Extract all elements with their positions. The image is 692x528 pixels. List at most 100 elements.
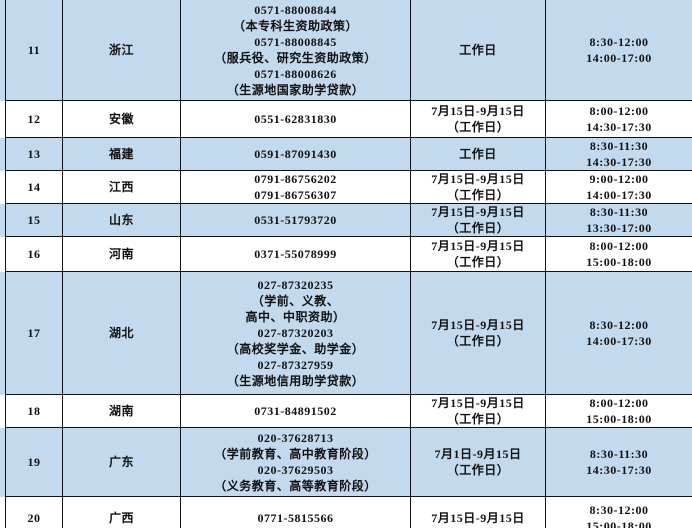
cell-text: 027-87320235 (257, 278, 334, 292)
table-cell: 8:30-12:00 15:00-18:00 (545, 497, 692, 528)
cell-text: 山东 (108, 213, 134, 227)
cell-text: 14:30-17:30 (586, 155, 652, 169)
cell-text: （学前教育、高中教育阶段） (214, 447, 377, 461)
cell-text: 14:30-17:30 (586, 120, 652, 134)
table-cell: 19 (5, 428, 62, 497)
cell-text: （工作日） (446, 334, 510, 348)
cell-text: 15:00-18:00 (586, 519, 652, 528)
table-cell: 7月15日-9月15日 （工作日） (410, 272, 545, 395)
cell-text: （高校奖学金、助学金） (226, 342, 365, 356)
table-cell: 7月15日-9月15日 （工作日） (410, 395, 545, 428)
cell-text: 广西 (108, 511, 134, 525)
cell-text: 安徽 (108, 112, 134, 126)
table-cell: 0551-62831830 (180, 101, 410, 138)
cell-text: 0591-87091430 (254, 147, 337, 161)
table-cell: 8:00-12:00 15:00-18:00 (545, 237, 692, 272)
cell-text: 7月15日-9月15日 (431, 205, 525, 219)
table-cell: 0731-84891502 (180, 395, 410, 428)
cell-text: 0571-88008845 (254, 35, 337, 49)
table-cell: 湖北 (62, 272, 180, 395)
cell-text: 湖南 (108, 404, 134, 418)
cell-text: 8:30-11:30 (589, 447, 649, 461)
cell-text: 7月1日-9月15日 (434, 447, 522, 461)
cell-text: 江西 (108, 180, 134, 194)
table-row: 11 浙江 0571-88008844 （本专科生资助政策） 0571-88008845… (0, 0, 692, 101)
cell-text: 0551-62831830 (254, 112, 337, 126)
cell-text: 13 (27, 147, 41, 161)
cell-text: 14 (27, 180, 41, 194)
cell-text: 20 (27, 511, 41, 525)
cell-text: 027-87320203 (257, 326, 334, 340)
cell-text: 8:30-11:30 (589, 205, 649, 219)
cell-text: 0791-86756307 (254, 188, 337, 202)
cell-text: 11 (27, 43, 41, 57)
table-cell: 17 (5, 272, 62, 395)
cell-text: 工作日 (459, 43, 497, 57)
cell-text: 湖北 (108, 326, 134, 340)
table-cell: 7月15日-9月15日 （工作日） (410, 204, 545, 237)
cell-text: 0571-88008626 (254, 67, 337, 81)
cell-text: 020-37628713 (257, 431, 334, 445)
cell-text: 7月15日-9月15日 (431, 104, 525, 118)
cell-text: 7月15日-9月15日 (431, 396, 525, 410)
cell-text: 浙江 (108, 43, 134, 57)
cell-text: 14:30-17:30 (586, 463, 652, 477)
cell-text: 7月15日-9月15日 (431, 511, 525, 525)
table-cell: 工作日 (410, 0, 545, 101)
cell-text: 工作日 (459, 147, 497, 161)
table-cell: 0531-51793720 (180, 204, 410, 237)
cell-text: 7月15日-9月15日 (431, 172, 525, 186)
cell-text: 8:30-12:00 (589, 318, 649, 332)
table-cell: 8:30-11:30 14:30-17:30 (545, 428, 692, 497)
table-cell: 13 (5, 138, 62, 171)
cell-text: 8:30-11:30 (589, 139, 649, 153)
cell-text: 15:00-18:00 (586, 412, 652, 426)
table-cell: 江西 (62, 171, 180, 204)
table-row: 20 广西 0771-5815566 7月15日-9月15日 8:30-12:00 15:… (0, 497, 692, 528)
table-cell: 7月15日-9月15日 （工作日） (410, 237, 545, 272)
cell-text: 14:00-17:00 (586, 51, 652, 65)
cell-text: 8:00-12:00 (589, 239, 649, 253)
table-cell: 8:00-12:00 15:00-18:00 (545, 395, 692, 428)
cell-text: 高中、中职资助） (245, 310, 346, 324)
cell-text: 15 (27, 213, 41, 227)
cell-text: （工作日） (446, 221, 510, 235)
cell-text: 0571-88008844 (254, 3, 337, 17)
table-cell: 安徽 (62, 101, 180, 138)
table-row: 13 福建 0591-87091430 工作日 8:30-11:30 14:30-17:3… (0, 138, 692, 171)
table-cell: 7月15日-9月15日 （工作日） (410, 171, 545, 204)
cell-text: 7月15日-9月15日 (431, 318, 525, 332)
table-cell: 0371-55078999 (180, 237, 410, 272)
cell-text: 13:30-17:00 (586, 221, 652, 235)
cell-text: 14:00-17:30 (586, 334, 652, 348)
table-cell: 0791-86756202 0791-86756307 (180, 171, 410, 204)
table-cell: 广东 (62, 428, 180, 497)
cell-text: 15:00-18:00 (586, 255, 652, 269)
cell-text: 17 (27, 326, 41, 340)
table-cell: 020-37628713 （学前教育、高中教育阶段） 020-37629503 （义务… (180, 428, 410, 497)
cell-text: 8:30-12:00 (589, 503, 649, 517)
cell-text: 14:00-17:30 (586, 188, 652, 202)
table-cell: 山东 (62, 204, 180, 237)
cell-text: （工作日） (446, 120, 510, 134)
table-cell: 027-87320235 （学前、义教、 高中、中职资助） 027-87320203 （… (180, 272, 410, 395)
table-cell: 0571-88008844 （本专科生资助政策） 0571-88008845 （服兵役… (180, 0, 410, 101)
cell-text: 0371-55078999 (254, 247, 337, 261)
cell-text: 河南 (108, 247, 134, 261)
table-row: 16 河南 0371-55078999 7月15日-9月15日 （工作日） 8:00-12… (0, 237, 692, 272)
cell-text: 7月15日-9月15日 (431, 239, 525, 253)
cell-text: （生源地信用助学贷款） (226, 374, 365, 388)
table-cell: 广西 (62, 497, 180, 528)
cell-text: 0791-86756202 (254, 172, 337, 186)
cell-text: （工作日） (446, 463, 510, 477)
table-cell: 7月15日-9月15日 （工作日） (410, 101, 545, 138)
cell-text: 广东 (108, 455, 134, 469)
table-cell: 8:00-12:00 14:30-17:30 (545, 101, 692, 138)
cell-text: （工作日） (446, 188, 510, 202)
cell-text: 027-87327959 (257, 358, 334, 372)
cell-text: 0731-84891502 (254, 404, 337, 418)
cell-text: 8:00-12:00 (589, 104, 649, 118)
cell-text: （服兵役、研究生资助政策） (214, 51, 377, 65)
table-row: 17 湖北 027-87320235 （学前、义教、 高中、中职资助） 027-87320… (0, 272, 692, 395)
